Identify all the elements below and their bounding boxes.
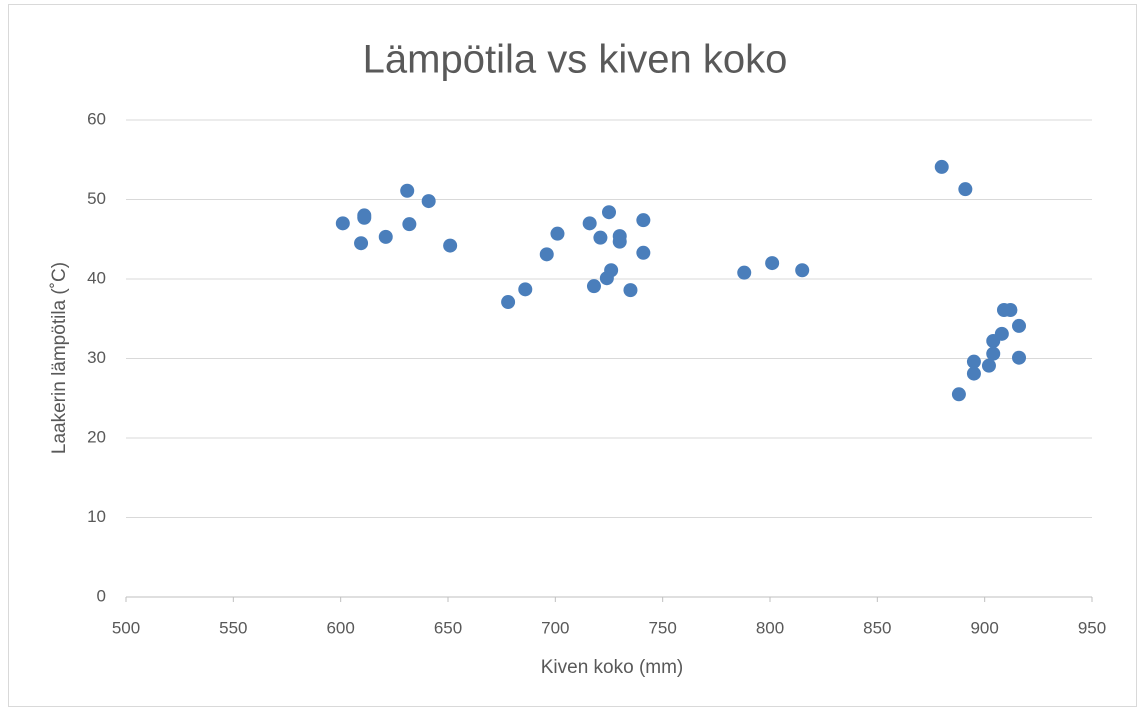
- point: [1012, 350, 1027, 365]
- chart-border: [8, 4, 1137, 707]
- point: [550, 226, 565, 241]
- point: [400, 183, 415, 198]
- x-tick-label: 800: [756, 618, 784, 637]
- y-tick-label: 0: [97, 586, 106, 605]
- y-tick-label: 30: [87, 348, 106, 367]
- x-tick-label: 600: [326, 618, 354, 637]
- y-tick-label: 20: [87, 427, 106, 446]
- point: [602, 205, 616, 220]
- point: [951, 387, 966, 402]
- point: [443, 238, 458, 253]
- point: [636, 245, 651, 260]
- point: [378, 229, 393, 244]
- x-tick-label: 900: [970, 618, 998, 637]
- point: [994, 326, 1009, 341]
- y-axis-title: Laakerin lämpötila (˚C): [49, 262, 70, 454]
- point: [335, 216, 350, 231]
- point: [501, 295, 516, 310]
- point: [593, 230, 608, 245]
- point: [1003, 303, 1018, 318]
- point: [934, 159, 949, 174]
- x-axis-title: Kiven koko (mm): [541, 657, 684, 678]
- y-tick-label: 60: [87, 109, 106, 128]
- point: [612, 234, 627, 249]
- x-tick-label: 750: [648, 618, 676, 637]
- point: [421, 194, 436, 209]
- point: [737, 265, 752, 280]
- point: [986, 346, 1001, 361]
- x-tick-label: 550: [219, 618, 247, 637]
- point: [795, 263, 810, 278]
- point: [966, 366, 981, 381]
- point: [966, 354, 981, 369]
- point: [604, 263, 619, 278]
- point: [623, 283, 638, 298]
- point: [958, 182, 973, 197]
- chart-title: Lämpötila vs kiven koko: [363, 38, 788, 82]
- point: [636, 213, 651, 228]
- y-tick-label: 50: [87, 189, 106, 208]
- x-tick-label: 700: [541, 618, 569, 637]
- x-tick-label: 850: [863, 618, 891, 637]
- point: [1012, 318, 1027, 333]
- y-tick-label: 40: [87, 268, 106, 287]
- point: [539, 247, 554, 262]
- point: [354, 236, 369, 251]
- x-tick-label: 650: [434, 618, 462, 637]
- point: [402, 217, 417, 232]
- x-tick-label: 500: [112, 618, 140, 637]
- point: [586, 279, 601, 294]
- point: [765, 256, 780, 271]
- point: [582, 216, 597, 231]
- x-tick-label: 950: [1078, 618, 1106, 637]
- point: [357, 210, 372, 225]
- point: [518, 282, 533, 297]
- point: [981, 358, 996, 373]
- y-tick-label: 10: [87, 507, 106, 526]
